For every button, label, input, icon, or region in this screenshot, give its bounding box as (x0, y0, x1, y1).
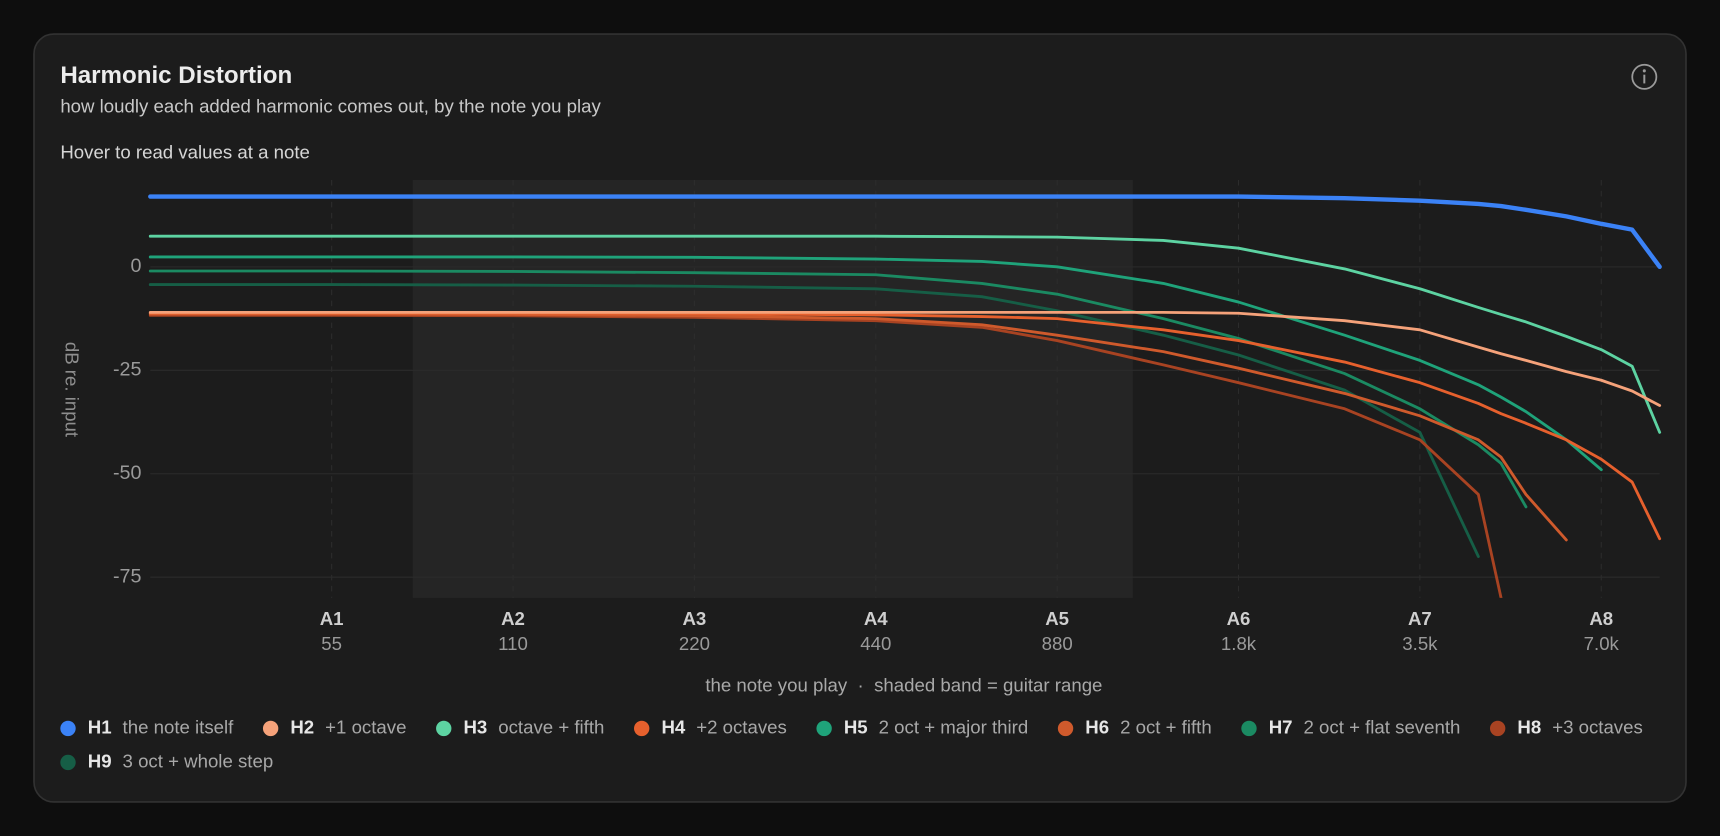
x-tick-sublabel: 880 (1042, 633, 1073, 654)
x-tick-label: A7 (1408, 608, 1432, 629)
legend-description: 2 oct + fifth (1120, 716, 1212, 737)
chart-subtitle: how loudly each added harmonic comes out… (60, 95, 601, 116)
series-line (148, 310, 1662, 407)
legend-description: octave + fifth (498, 716, 604, 737)
y-tick-label: -75 (113, 565, 142, 587)
legend-item[interactable]: H8 +3 octaves (1489, 716, 1643, 737)
legend-name: H4 (661, 716, 685, 737)
chart-title: Harmonic Distortion (60, 62, 292, 89)
x-tick-label: A2 (501, 608, 525, 629)
x-tick-label: A3 (682, 608, 706, 629)
x-tick-sublabel: 7.0k (1584, 633, 1620, 654)
legend-item[interactable]: H5 2 oct + major third (816, 716, 1028, 737)
series-line (148, 255, 1603, 472)
info-icon-dot (1642, 69, 1646, 73)
hover-hint: Hover to read values at a note (60, 142, 310, 163)
legend-name: H1 (88, 716, 112, 737)
y-tick-label: 0 (131, 255, 142, 277)
legend-swatch (60, 754, 76, 771)
info-button[interactable] (1631, 63, 1658, 90)
legend: H1 the note itself H2 +1 octave H3 octave + f… (60, 716, 1643, 771)
legend-item[interactable]: H7 2 oct + flat seventh (1241, 716, 1460, 737)
legend-name: H9 (88, 750, 112, 771)
x-tick-label: A6 (1227, 608, 1251, 629)
series-line (148, 312, 1568, 542)
legend-description: the note itself (123, 716, 235, 737)
legend-name: H2 (290, 716, 314, 737)
x-tick-sublabel: 440 (860, 633, 891, 654)
y-tick-label: -50 (113, 462, 142, 484)
legend-swatch (60, 720, 76, 737)
x-tick-sublabel: 3.5k (1402, 633, 1438, 654)
legend-description: 3 oct + whole step (123, 750, 274, 771)
legend-swatch (1057, 720, 1074, 737)
legend-swatch (816, 720, 832, 737)
series-line (148, 194, 1662, 270)
legend-swatch (1489, 720, 1506, 737)
x-tick-label: A5 (1045, 608, 1069, 629)
legend-name: H8 (1517, 716, 1541, 737)
x-tick-label: A1 (320, 608, 344, 629)
legend-item[interactable]: H6 2 oct + fifth (1057, 716, 1212, 737)
y-tick-label: -25 (113, 359, 142, 381)
legend-item[interactable]: H2 +1 octave (262, 716, 407, 737)
x-tick-label: A4 (864, 608, 888, 629)
legend-name: H3 (463, 716, 487, 737)
card (33, 33, 1687, 803)
legend-description: +1 octave (325, 716, 406, 737)
guitar-range-band (412, 179, 1133, 598)
legend-item[interactable]: H3 octave + fifth (436, 716, 604, 737)
legend-description: +2 octaves (696, 716, 787, 737)
x-tick-sublabel: 110 (498, 633, 528, 654)
legend-swatch (262, 720, 279, 737)
x-tick-label: A8 (1589, 608, 1613, 629)
legend-description: +3 octaves (1552, 716, 1643, 737)
legend-swatch (1241, 720, 1257, 737)
y-axis-label: dB re. input (61, 342, 82, 438)
x-tick-sublabel: 1.8k (1221, 633, 1257, 654)
x-tick-sublabel: 55 (321, 633, 342, 654)
legend-swatch (436, 720, 452, 737)
legend-item[interactable]: H9 3 oct + whole step (60, 750, 273, 771)
plot-area[interactable]: 0 -25 -50 -75 A1 55 A2 110 A3 220 A4 440 A5 880 A6 1.8k… (113, 179, 1662, 654)
info-icon-ring (1631, 63, 1658, 90)
x-axis-label: the note you play · shaded band = guitar… (705, 675, 1102, 696)
x-tick-sublabel: 220 (679, 633, 710, 654)
legend-swatch (634, 720, 650, 737)
legend-description: 2 oct + flat seventh (1304, 716, 1461, 737)
legend-item[interactable]: H4 +2 octaves (634, 716, 787, 737)
legend-name: H5 (844, 716, 868, 737)
legend-description: 2 oct + major third (879, 716, 1029, 737)
legend-name: H6 (1085, 716, 1109, 737)
legend-name: H7 (1269, 716, 1293, 737)
series-line (148, 269, 1528, 509)
legend-item[interactable]: H1 the note itself (60, 716, 234, 737)
series-line (148, 234, 1662, 434)
